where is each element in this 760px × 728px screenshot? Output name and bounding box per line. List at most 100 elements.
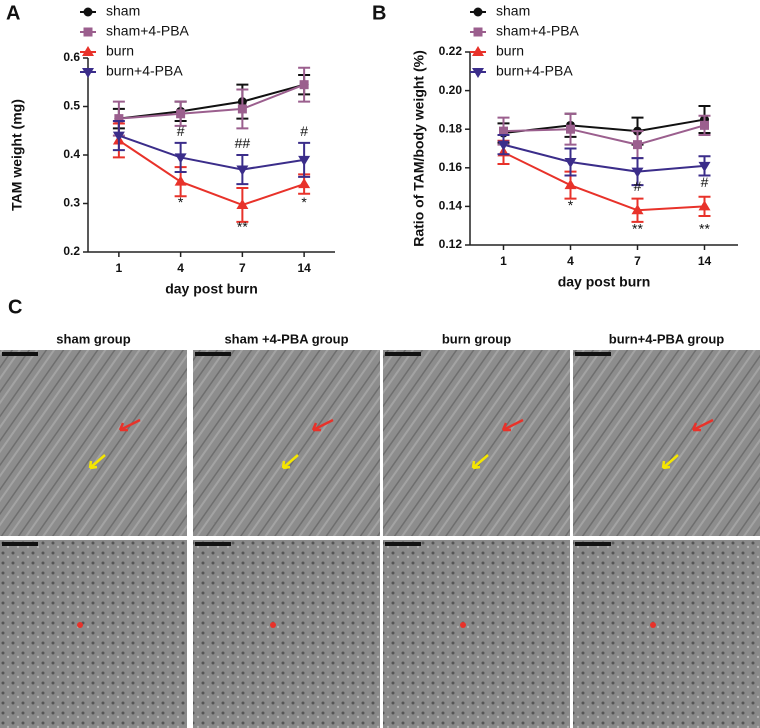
y-tick-label: 0.14 [439, 199, 463, 213]
y-axis-label: TAM weight (mg) [9, 99, 25, 211]
yellow-arrow [661, 454, 679, 470]
series-line [118, 83, 305, 120]
legend-marker [472, 68, 484, 78]
legend-label: burn+4-PBA [496, 63, 573, 79]
yellow-arrow [471, 454, 489, 470]
y-tick-label: 0.12 [439, 237, 463, 251]
y-tick-label: 0.3 [63, 196, 80, 210]
x-tick-label: 7 [239, 261, 246, 275]
y-tick-label: 0.2 [63, 244, 80, 258]
legend-label: sham [496, 3, 530, 19]
x-tick-label: 4 [567, 254, 574, 268]
y-tick-label: 0.4 [63, 147, 80, 161]
marker [236, 198, 249, 209]
series-line [503, 143, 705, 173]
marker [176, 109, 186, 119]
yellow-arrow [88, 454, 106, 470]
x-axis-label: day post burn [165, 281, 258, 297]
legend-label: sham+4-PBA [496, 23, 580, 39]
micrograph-top [383, 350, 570, 536]
marker [566, 124, 575, 134]
y-tick-label: 0.22 [439, 44, 463, 58]
marker [564, 158, 577, 169]
y-tick-label: 0.18 [439, 121, 463, 135]
annotation: ** [632, 220, 643, 236]
mitochondria-mark [650, 622, 656, 628]
marker [700, 120, 709, 130]
marker [174, 175, 187, 186]
scale-bar [385, 542, 421, 546]
legend-marker [472, 46, 484, 56]
y-axis-label: Ratio of TAM/body weight (%) [411, 50, 427, 247]
series-line [503, 124, 705, 146]
red-arrow [311, 418, 334, 432]
annotation: ** [699, 220, 710, 236]
annotation: # [177, 123, 185, 139]
micrograph-bottom [193, 540, 380, 728]
scale-bar [195, 542, 231, 546]
yellow-arrow [281, 454, 299, 470]
group-title: sham +4-PBA group [224, 331, 348, 346]
red-arrow [501, 418, 524, 432]
legend-marker [83, 27, 93, 37]
marker [174, 153, 187, 164]
red-arrow [118, 418, 141, 432]
group-title: sham group [56, 331, 130, 346]
marker [299, 80, 309, 90]
annotation: ** [237, 218, 248, 234]
marker [564, 179, 577, 190]
scale-bar [2, 352, 38, 356]
x-tick-label: 7 [634, 254, 641, 268]
x-tick-label: 1 [116, 261, 123, 275]
marker [631, 204, 644, 215]
x-tick-label: 14 [698, 254, 712, 268]
legend-label: sham+4-PBA [106, 23, 190, 39]
mitochondria-mark [270, 622, 276, 628]
marker [236, 165, 249, 176]
panel-label: B [372, 2, 386, 24]
micrograph-top [193, 350, 380, 536]
x-axis-label: day post burn [558, 274, 651, 290]
series-line [503, 151, 705, 212]
marker [698, 200, 711, 211]
scale-bar [575, 352, 611, 356]
panel-label: A [6, 2, 20, 24]
panel-label: C [8, 296, 22, 318]
x-tick-label: 4 [177, 261, 184, 275]
marker [298, 178, 311, 189]
legend-label: burn [496, 43, 524, 59]
scale-bar [575, 542, 611, 546]
legend-marker [83, 7, 93, 17]
series-line [118, 139, 305, 207]
annotation: # [701, 174, 709, 190]
micrograph-bottom [383, 540, 570, 728]
marker [499, 126, 508, 136]
x-tick-label: 1 [500, 254, 507, 268]
marker [298, 155, 311, 166]
group-title: burn group [442, 331, 511, 346]
annotation: ## [235, 135, 251, 151]
x-tick-label: 14 [297, 261, 311, 275]
y-tick-label: 0.20 [439, 83, 463, 97]
legend-marker [82, 68, 94, 78]
micrograph-top [573, 350, 760, 536]
marker [633, 140, 642, 150]
marker [112, 131, 125, 142]
y-tick-label: 0.16 [439, 160, 463, 174]
annotation: # [634, 178, 642, 194]
micrograph-top [0, 350, 187, 536]
annotation: * [301, 194, 307, 210]
scale-bar [195, 352, 231, 356]
group-title: burn+4-PBA group [609, 331, 724, 346]
y-tick-label: 0.5 [63, 99, 80, 113]
marker [237, 104, 247, 114]
annotation: # [300, 123, 308, 139]
mitochondria-mark [460, 622, 466, 628]
legend-marker [473, 27, 483, 37]
marker [631, 167, 644, 178]
annotation: * [178, 194, 184, 210]
micrograph-bottom [0, 540, 187, 728]
micrograph-bottom [573, 540, 760, 728]
legend-marker [82, 46, 94, 56]
